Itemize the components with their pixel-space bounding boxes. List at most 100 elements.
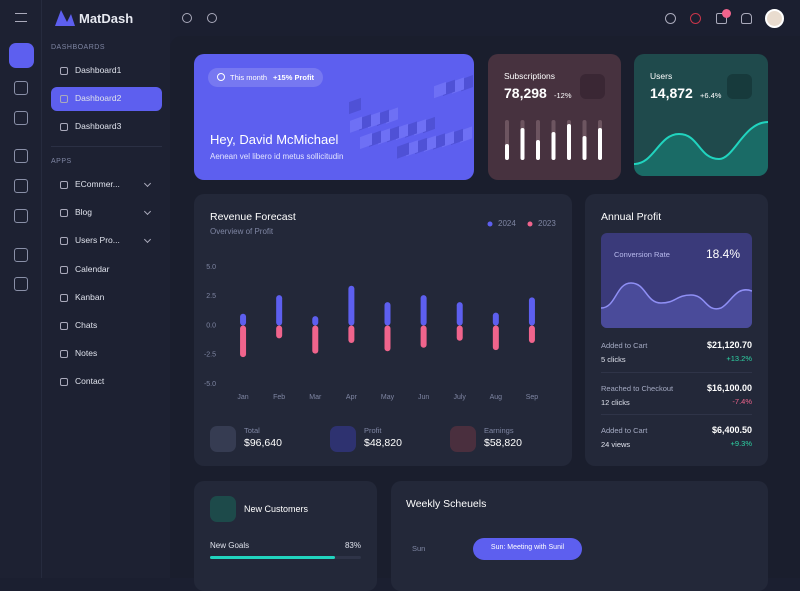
event-text: Sun: Meeting with Sunil — [490, 544, 565, 551]
legend-label: 2023 — [538, 219, 556, 228]
bar — [456, 302, 463, 326]
row-label: Added to Cart — [601, 426, 648, 435]
nav-item[interactable]: Kanban — [75, 291, 105, 302]
avatar[interactable] — [765, 9, 784, 28]
badge-label: This month — [230, 73, 268, 82]
schedules-card: Weekly Scheuels Sun Sun: Meeting with Suni… — [391, 481, 768, 591]
bar — [312, 316, 319, 326]
row-change: -7.4% — [732, 396, 752, 406]
conversion-box: Conversion Rate 18.4% — [601, 233, 752, 328]
rail-icon[interactable] — [14, 277, 28, 291]
bar — [492, 312, 499, 326]
rail-icon[interactable] — [14, 209, 28, 223]
stat-title: Users — [650, 71, 673, 81]
nav-icon — [60, 209, 68, 218]
mini-bar — [582, 136, 587, 160]
rail-icon[interactable] — [14, 111, 28, 125]
customers-icon — [210, 496, 236, 522]
nav-icon — [60, 350, 68, 359]
x-tick-label: Sep — [526, 394, 539, 401]
new-customers-card: New Customers New Goals 83% — [194, 481, 377, 591]
nav-icon — [60, 181, 68, 189]
total-icon — [210, 426, 236, 452]
nav-item[interactable]: Dashboard2 — [75, 93, 122, 104]
mini-bar — [551, 132, 556, 160]
legend-marker — [527, 221, 533, 227]
sidebar: DASHBOARDS Dashboard1 Dashboard2 Dashboard3… — [42, 0, 170, 578]
rail-icon[interactable] — [9, 43, 34, 68]
stat-card: Subscriptions 78,298 -12% — [488, 54, 621, 180]
nav-item[interactable]: Blog — [75, 207, 93, 218]
nav-icon — [60, 237, 68, 246]
cart-icon[interactable] — [716, 13, 727, 24]
badge-icon — [217, 73, 225, 81]
rail-icon[interactable] — [14, 179, 28, 193]
wave-line — [601, 282, 752, 310]
rail-icon[interactable] — [14, 149, 28, 163]
card-title: Weekly Scheuels — [406, 498, 487, 510]
mini-chart — [634, 121, 768, 176]
x-tick-label: July — [453, 394, 466, 401]
mini-bar — [567, 124, 571, 160]
bar — [240, 313, 247, 326]
nav-icon — [60, 95, 68, 104]
nav-icon — [60, 293, 68, 302]
row-divider — [601, 371, 752, 373]
logo — [55, 10, 75, 26]
nav-item[interactable]: Dashboard1 — [75, 65, 122, 75]
cube — [350, 116, 362, 133]
mini-chart — [505, 120, 602, 160]
cube — [434, 81, 446, 99]
rail-icon[interactable] — [14, 248, 28, 262]
x-tick-label: Feb — [273, 394, 285, 401]
chart-title: Revenue Forecast — [210, 211, 296, 223]
nav-item[interactable]: Calendar — [75, 263, 110, 274]
row-change: +9.3% — [730, 439, 752, 448]
bar — [528, 297, 535, 326]
apps-icon[interactable] — [207, 13, 217, 23]
x-tick-label: Jun — [418, 394, 429, 401]
conversion-label: Conversion Rate — [614, 250, 670, 259]
cube — [360, 132, 372, 150]
bar — [276, 325, 283, 339]
nav-item[interactable]: Notes — [75, 348, 98, 359]
row-detail: 24 views — [601, 440, 631, 449]
welcome-card: This month +15% Profit Hey, David McMichae… — [194, 54, 474, 180]
row-change: +13.2% — [726, 354, 752, 363]
language-icon[interactable] — [690, 13, 701, 24]
mini-bar — [598, 128, 602, 160]
y-tick-label: -5.0 — [204, 381, 216, 388]
bell-icon[interactable] — [741, 13, 752, 24]
welcome-subtitle: Aenean vel libero id metus sollicitudin — [210, 152, 344, 161]
theme-icon[interactable] — [665, 13, 676, 24]
goal-value: 83% — [344, 541, 361, 550]
page: DASHBOARDS Dashboard1 Dashboard2 Dashboard3… — [0, 0, 784, 578]
day-label: Sun — [412, 544, 426, 553]
bar — [420, 295, 427, 326]
nav-item[interactable]: Users Pro... — [75, 235, 120, 246]
annual-profit-card: Annual Profit Conversion Rate 18.4% Added t… — [585, 194, 768, 466]
search-icon[interactable] — [182, 13, 192, 23]
nav-icon — [60, 123, 68, 132]
total-value: $48,820 — [364, 437, 402, 449]
event-pill[interactable]: Sun: Meeting with Sunil — [473, 538, 582, 560]
menu-icon[interactable] — [15, 13, 27, 22]
x-tick-label: May — [381, 394, 395, 401]
nav-item[interactable]: Contact — [75, 376, 105, 387]
nav-icon — [60, 378, 68, 387]
mini-bar — [536, 140, 540, 160]
rail-icon[interactable] — [14, 81, 28, 95]
icon-rail — [0, 0, 42, 578]
row-amount: $6,400.50 — [711, 425, 752, 435]
stat-icon — [580, 74, 605, 99]
cart-badge — [722, 9, 731, 18]
nav-item[interactable]: Dashboard3 — [75, 121, 122, 132]
nav-item[interactable]: Chats — [75, 320, 98, 330]
welcome-title: Hey, David McMichael — [210, 132, 339, 147]
nav-icon — [60, 67, 68, 75]
conversion-value: 18.4% — [706, 247, 741, 261]
nav-item[interactable]: ECommer... — [75, 179, 120, 189]
total-value: $96,640 — [244, 437, 282, 449]
active-item-bg — [51, 87, 162, 112]
bar — [276, 295, 283, 326]
